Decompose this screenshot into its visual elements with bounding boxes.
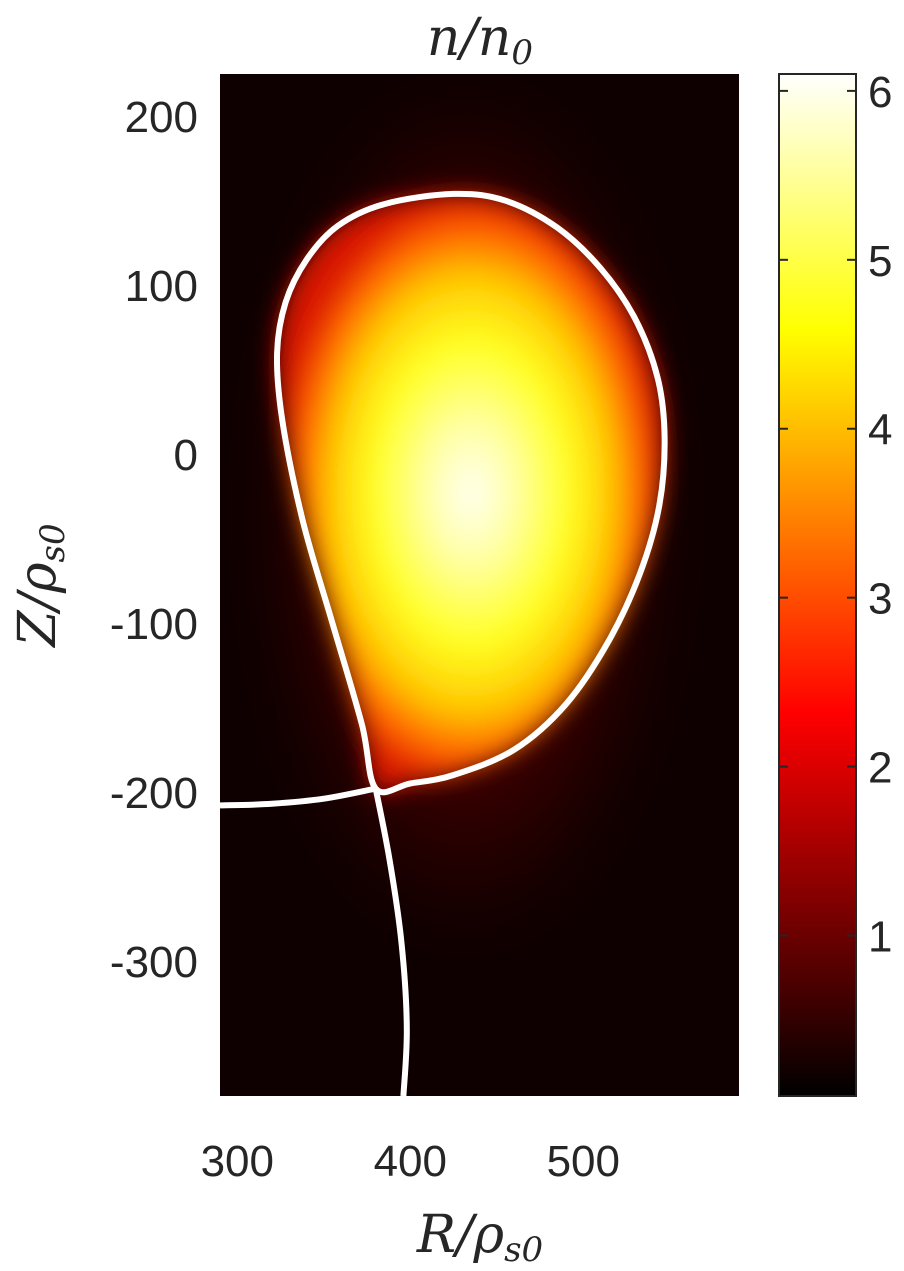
y-axis-label: Z/ρs0 — [8, 523, 73, 648]
y-tick-label: 200 — [125, 93, 198, 142]
colorbar-tick-label: 1 — [868, 913, 892, 962]
x-axis-ticks: 300 400 500 — [201, 1137, 620, 1186]
colorbar-tick-label: 3 — [868, 575, 892, 624]
colorbar-tick-label: 2 — [868, 744, 892, 793]
colorbar-tick-label: 5 — [868, 237, 892, 286]
x-tick-label: 400 — [374, 1137, 447, 1186]
colorbar-tick-label: 6 — [868, 68, 892, 117]
x-tick-label: 500 — [547, 1137, 620, 1186]
y-tick-label: 0 — [174, 431, 198, 480]
core-density — [276, 193, 665, 793]
y-tick-label: -200 — [110, 769, 198, 818]
density-field — [220, 83, 676, 1096]
colorbar-tick-label: 4 — [868, 406, 892, 455]
colorbar: 1 2 3 4 5 6 — [778, 68, 892, 1097]
x-tick-label: 300 — [201, 1137, 274, 1186]
y-axis-ticks: 200 100 0 -100 -200 -300 — [110, 93, 198, 987]
separatrix-lower-leg — [372, 788, 410, 1096]
separatrix-outer-leg — [220, 785, 377, 809]
colorbar-ticks: 1 2 3 4 5 6 — [779, 68, 892, 962]
x-axis-label: R/ρs0 — [416, 1205, 543, 1270]
y-tick-label: 100 — [125, 262, 198, 311]
separatrix-core — [273, 190, 668, 796]
y-tick-label: -300 — [110, 938, 198, 987]
chart-title: n/n0 — [427, 8, 533, 73]
colorbar-gradient — [778, 73, 857, 1097]
y-tick-label: -100 — [110, 600, 198, 649]
